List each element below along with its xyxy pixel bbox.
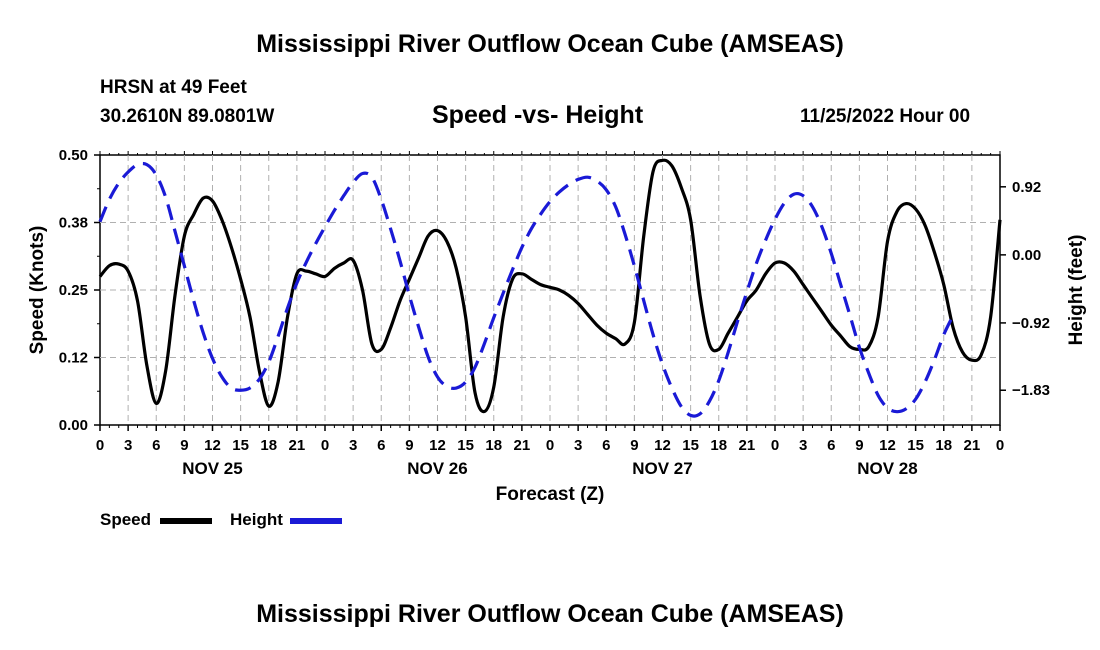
x-tick-label: 15 xyxy=(682,437,699,454)
x-tick-label: 6 xyxy=(152,437,160,454)
x-tick-label: 12 xyxy=(204,437,221,454)
chart-subtitle: Speed -vs- Height xyxy=(432,101,644,129)
y-tick-label: 0.12 xyxy=(59,350,88,367)
x-tick-label: 12 xyxy=(879,437,896,454)
x-tick-label: 3 xyxy=(349,437,357,454)
x-tick-label: 18 xyxy=(935,437,952,454)
x-tick-label: 0 xyxy=(996,437,1004,454)
station-label: HRSN at 49 Feet xyxy=(100,77,247,98)
y-tick-label: 0.00 xyxy=(59,417,88,434)
x-tick-label: 0 xyxy=(96,437,104,454)
y-tick-label: 0.38 xyxy=(59,215,88,232)
y2-tick-label: 0.92 xyxy=(1012,179,1041,196)
series-line-height xyxy=(98,161,955,418)
x-axis-label: Forecast (Z) xyxy=(496,484,605,505)
y2-tick-label: −0.92 xyxy=(1012,315,1050,332)
x-tick-label: 18 xyxy=(710,437,727,454)
day-label: NOV 26 xyxy=(407,459,467,478)
x-tick-label: 12 xyxy=(654,437,671,454)
x-tick-label: 6 xyxy=(377,437,385,454)
x-tick-label: 0 xyxy=(321,437,329,454)
legend-speed-swatch xyxy=(160,518,212,524)
x-tick-label: 9 xyxy=(855,437,863,454)
page-title: Mississippi River Outflow Ocean Cube (AM… xyxy=(256,30,844,58)
y2-tick-label: −1.83 xyxy=(1012,382,1050,399)
legend-speed-label: Speed xyxy=(100,510,152,529)
x-tick-label: 0 xyxy=(771,437,779,454)
y2-tick-label: 0.00 xyxy=(1012,247,1041,264)
legend-height-swatch xyxy=(290,518,342,524)
x-tick-label: 15 xyxy=(232,437,249,454)
series-line-speed xyxy=(98,158,1002,414)
coords-label: 30.2610N 89.0801W xyxy=(100,106,275,127)
x-tick-label: 6 xyxy=(827,437,835,454)
x-tick-label: 3 xyxy=(574,437,582,454)
x-tick-label: 21 xyxy=(289,437,306,454)
x-tick-label: 9 xyxy=(405,437,413,454)
x-tick-label: 21 xyxy=(739,437,756,454)
x-tick-label: 3 xyxy=(124,437,132,454)
y-axis-label: Speed (Knots) xyxy=(27,226,48,355)
y-tick-label: 0.50 xyxy=(59,147,88,164)
x-tick-label: 18 xyxy=(485,437,502,454)
x-tick-label: 0 xyxy=(546,437,554,454)
legend-height-label: Height xyxy=(230,510,283,529)
footer-title: Mississippi River Outflow Ocean Cube (AM… xyxy=(256,600,844,628)
x-tick-label: 12 xyxy=(429,437,446,454)
x-tick-label: 9 xyxy=(630,437,638,454)
y2-axis-label: Height (feet) xyxy=(1066,235,1087,346)
day-label: NOV 28 xyxy=(857,459,917,478)
x-tick-label: 18 xyxy=(260,437,277,454)
x-tick-label: 21 xyxy=(964,437,981,454)
day-label: NOV 25 xyxy=(182,459,242,478)
x-tick-label: 21 xyxy=(514,437,531,454)
x-tick-label: 15 xyxy=(907,437,924,454)
datetime-label: 11/25/2022 Hour 00 xyxy=(800,106,971,127)
x-tick-label: 9 xyxy=(180,437,188,454)
y-tick-label: 0.25 xyxy=(59,282,88,299)
x-tick-label: 3 xyxy=(799,437,807,454)
x-tick-label: 15 xyxy=(457,437,474,454)
day-label: NOV 27 xyxy=(632,459,692,478)
x-tick-label: 6 xyxy=(602,437,610,454)
